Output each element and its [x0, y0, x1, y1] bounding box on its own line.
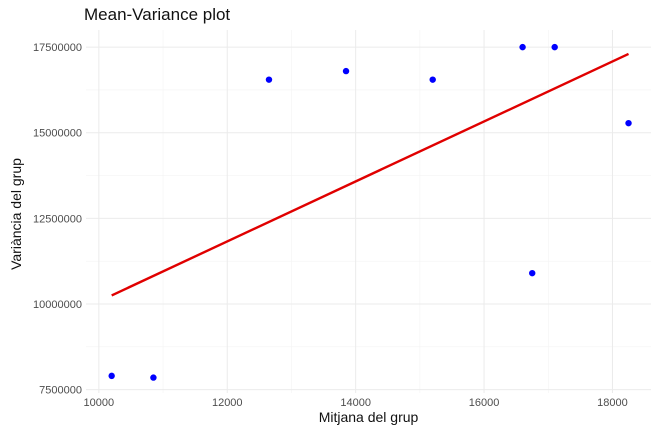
data-point: [625, 119, 632, 127]
trend-line: [111, 52, 630, 297]
data-point: [108, 372, 115, 380]
y-tick-label: 15000000: [33, 128, 82, 140]
data-point: [150, 374, 157, 381]
data-point: [519, 43, 526, 51]
x-tick-label: 18000: [597, 397, 628, 409]
x-axis-label: Mitjana del grup: [318, 409, 419, 425]
y-tick-label: 12500000: [33, 213, 82, 225]
data-point: [429, 76, 436, 83]
x-tick-label: 14000: [340, 397, 371, 409]
y-tick-label: 17500000: [33, 42, 82, 54]
data-point: [265, 76, 273, 83]
x-tick-label: 10000: [84, 397, 115, 409]
y-tick-label: 10000000: [33, 299, 82, 311]
data-point: [529, 269, 536, 277]
data-point: [551, 43, 558, 51]
x-tick-label: 12000: [212, 397, 243, 409]
x-tick-label: 16000: [469, 397, 500, 409]
chart-title: Mean-Variance plot: [84, 5, 231, 24]
y-axis-label: Variància del grup: [8, 158, 24, 270]
y-tick-label: 7500000: [39, 385, 82, 397]
data-point: [342, 67, 350, 75]
